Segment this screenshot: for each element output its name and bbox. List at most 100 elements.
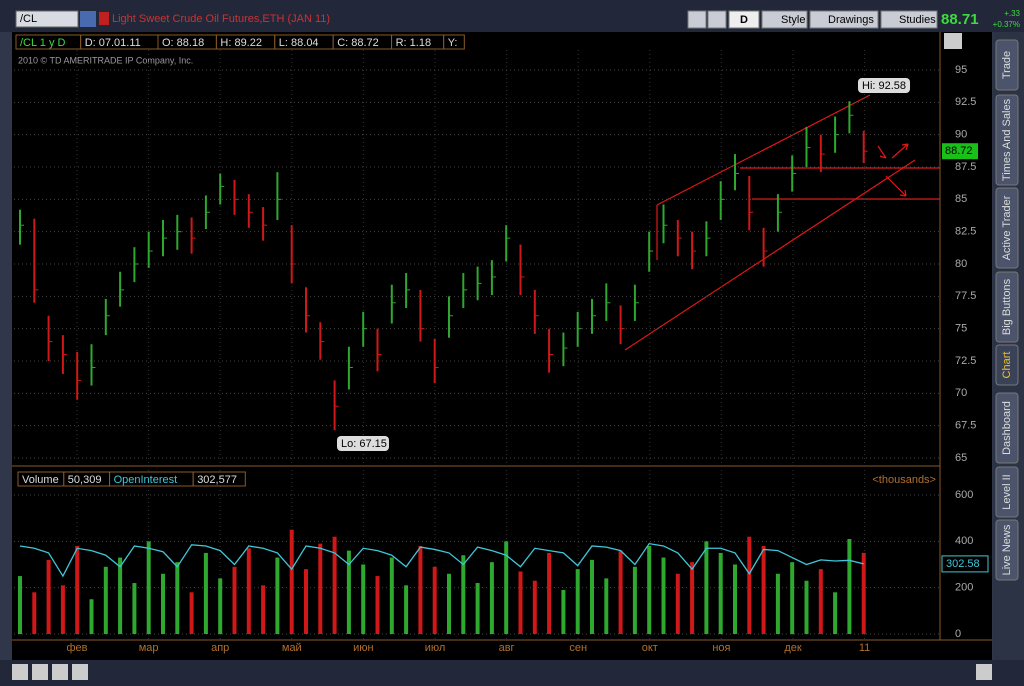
volume-bar (461, 555, 466, 634)
sidebar-tab[interactable] (995, 39, 1019, 91)
volume-bar (218, 578, 223, 634)
open-interest-line (19, 542, 864, 578)
last-oi-box (941, 555, 989, 573)
sidebar-tab[interactable] (995, 344, 1019, 386)
sidebar-tab-label: Trade (1001, 51, 1013, 79)
sidebar-tab-label: Dashboard (1001, 401, 1013, 455)
volume-bar (32, 592, 37, 634)
volume-bar (489, 562, 494, 634)
month-label: май (282, 642, 302, 654)
last-price-box (942, 143, 978, 160)
volume-bar (804, 580, 809, 634)
volume-header: Volume (22, 474, 59, 486)
month-label: ноя (712, 642, 730, 654)
volume-bar (618, 550, 623, 634)
y-tick-label: 82.5 (955, 226, 976, 238)
symbol-dropdown[interactable] (80, 11, 96, 27)
trend-line (624, 159, 916, 351)
description: Light Sweet Crude Oil Futures,ETH (JAN 1… (112, 13, 330, 25)
y-tick-label: 80 (955, 258, 967, 270)
volume-bar (604, 578, 609, 634)
trend-line (656, 94, 871, 206)
volume-bar (775, 573, 780, 634)
annotation: Lo: 67.15 (341, 438, 387, 450)
style-button[interactable] (761, 10, 808, 29)
volume-bar (203, 552, 208, 634)
last-price-label: 88.72 (945, 145, 973, 157)
info-text: O: 88.18 (162, 37, 204, 49)
month-label: сен (569, 642, 587, 654)
period-button[interactable] (728, 10, 760, 29)
volume-bar (833, 592, 838, 634)
volume-bar (375, 576, 380, 634)
y-tick-label: 90 (955, 129, 967, 141)
y-tick-label: 87.5 (955, 161, 976, 173)
info-text: C: 88.72 (337, 37, 379, 49)
volume-bar (318, 543, 323, 634)
info-text: R: 1.18 (396, 37, 431, 49)
volume-header: 50,309 (68, 474, 102, 486)
volume-bar (418, 545, 423, 634)
drawings-button[interactable] (809, 10, 879, 29)
month-label: апр (211, 642, 229, 654)
tool-button[interactable] (707, 10, 727, 29)
volume-bar (361, 564, 366, 634)
volume-bar (447, 573, 451, 634)
annotation-box (337, 436, 389, 451)
symbol: /CL (20, 13, 37, 25)
arrow (891, 143, 909, 159)
month-label: июл (425, 642, 446, 654)
volume-header: 302,577 (197, 474, 237, 486)
sidebar-tab[interactable] (995, 271, 1019, 343)
bottom-button[interactable] (72, 664, 88, 680)
sidebar-tab[interactable] (995, 392, 1019, 464)
tool-button[interactable] (687, 10, 707, 29)
sidebar-tab[interactable] (995, 94, 1019, 186)
month-label: дек (784, 642, 802, 654)
sidebar-tab-label: Big Buttons (1001, 278, 1013, 335)
pane-button[interactable] (944, 33, 962, 49)
volume-bar (590, 559, 594, 634)
volume-bar (790, 562, 795, 634)
volume-bar (46, 559, 51, 634)
symbol-box[interactable] (15, 10, 79, 28)
copyright: 2010 © TD AMERITRADE IP Company, Inc. (18, 55, 193, 65)
sidebar-tab-label: Level II (1001, 474, 1013, 509)
bottom-button[interactable] (52, 664, 68, 680)
sidebar-tab[interactable] (995, 187, 1019, 269)
volume-bar (289, 529, 294, 634)
sidebar-tab[interactable] (995, 519, 1019, 581)
sidebar-tab[interactable] (995, 466, 1019, 518)
month-label: окт (642, 642, 658, 654)
y-tick-label: 70 (955, 387, 967, 399)
drawings: Drawings (828, 14, 874, 26)
volume-bar (175, 562, 180, 634)
volume-bar (632, 566, 637, 634)
arrow (877, 145, 887, 159)
volume-bar (261, 585, 266, 634)
bottom-button[interactable] (12, 664, 28, 680)
month-label: авг (499, 642, 515, 654)
y-tick-label: 67.5 (955, 420, 976, 432)
arrow (885, 175, 907, 197)
chart-area (12, 32, 992, 660)
volume-bar (575, 569, 580, 634)
volume-bar (332, 536, 337, 634)
info-bar: /CL 1 y D D: 07.01.11 O: 88.18 H: 89.22 L: 8… (15, 34, 465, 50)
sidebar-tab-label: Active Trader (1001, 195, 1013, 260)
units: <thousands> (872, 474, 936, 486)
bottom-button[interactable] (976, 664, 992, 680)
bottom-button[interactable] (32, 664, 48, 680)
volume-bar (847, 539, 852, 634)
month-label: июн (353, 642, 373, 654)
month-label: 11 (859, 642, 870, 654)
volume-bar (103, 566, 108, 634)
y-tick-label: 600 (955, 489, 973, 501)
volume-bar (475, 583, 480, 634)
studies-button[interactable] (880, 10, 938, 29)
sidebar-tab-label: Live News (1001, 524, 1013, 575)
month-label: фев (66, 642, 87, 654)
y-tick-label: 72.5 (955, 355, 976, 367)
volume-bar (304, 569, 308, 634)
